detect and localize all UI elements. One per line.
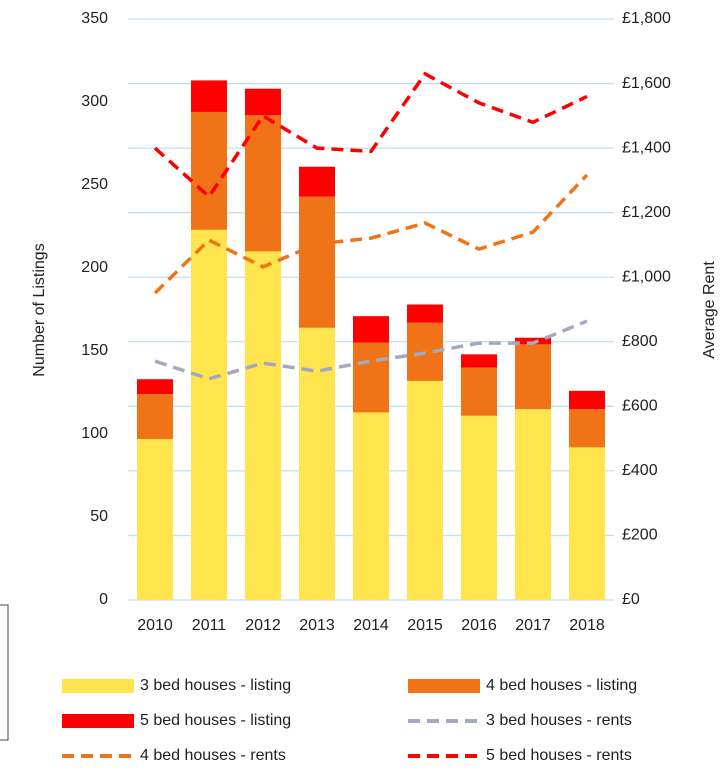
y-tick-label: 150 bbox=[81, 342, 108, 359]
y-tick-label: 300 bbox=[81, 93, 108, 110]
y2-tick-label: £1,200 bbox=[622, 204, 671, 221]
bar bbox=[569, 409, 605, 448]
y2-axis-title: Average Rent bbox=[701, 261, 718, 359]
bar bbox=[191, 229, 227, 600]
x-tick-label: 2016 bbox=[461, 617, 497, 634]
bar bbox=[299, 166, 335, 197]
legend-label: 4 bed houses - rents bbox=[140, 747, 286, 764]
bar bbox=[461, 354, 497, 368]
y-tick-label: 0 bbox=[99, 591, 108, 608]
legend-swatch bbox=[62, 679, 134, 693]
x-tick-label: 2015 bbox=[407, 617, 443, 634]
legend-label: 4 bed houses - listing bbox=[486, 677, 637, 694]
legend-label: 5 bed houses - listing bbox=[140, 712, 291, 729]
bar bbox=[245, 115, 281, 252]
bar bbox=[407, 380, 443, 600]
y2-tick-label: £600 bbox=[622, 398, 658, 415]
x-tick-label: 2010 bbox=[137, 617, 173, 634]
bar bbox=[245, 88, 281, 116]
y-tick-label: 250 bbox=[81, 176, 108, 193]
line bbox=[153, 71, 588, 200]
x-tick-label: 2011 bbox=[192, 617, 227, 634]
frame-edge bbox=[0, 604, 9, 741]
bar bbox=[137, 394, 173, 439]
bar bbox=[569, 447, 605, 600]
x-tick-label: 2018 bbox=[569, 617, 605, 634]
x-tick-label: 2012 bbox=[245, 617, 281, 634]
y-axis-title: Number of Listings bbox=[31, 243, 48, 376]
y2-tick-label: £200 bbox=[622, 527, 658, 544]
y2-tick-label: £800 bbox=[622, 333, 658, 350]
y-tick-label: 100 bbox=[81, 425, 108, 442]
bar bbox=[191, 80, 227, 112]
legend-label: 5 bed houses - rents bbox=[486, 747, 632, 764]
bar bbox=[299, 327, 335, 600]
bar bbox=[353, 316, 389, 343]
bar bbox=[461, 367, 497, 416]
line bbox=[153, 173, 589, 295]
x-tick-label: 2017 bbox=[515, 617, 551, 634]
bar bbox=[245, 251, 281, 600]
line bbox=[154, 319, 588, 381]
bar bbox=[515, 409, 551, 600]
y2-tick-label: £0 bbox=[622, 591, 640, 608]
y2-tick-label: £1,600 bbox=[622, 75, 671, 92]
y2-tick-label: £1,400 bbox=[622, 139, 671, 156]
y2-tick-label: £400 bbox=[622, 462, 658, 479]
legend-swatch bbox=[408, 679, 480, 693]
bar bbox=[515, 344, 551, 410]
legend-swatch bbox=[62, 714, 134, 728]
x-tick-label: 2013 bbox=[299, 617, 335, 634]
bar bbox=[191, 111, 227, 230]
x-tick-label: 2014 bbox=[353, 617, 389, 634]
y-tick-label: 50 bbox=[90, 508, 108, 525]
bar bbox=[461, 415, 497, 600]
bar bbox=[353, 342, 389, 413]
legend-label: 3 bed houses - listing bbox=[140, 677, 291, 694]
bar bbox=[137, 379, 173, 395]
y-tick-label: 200 bbox=[81, 259, 108, 276]
y-tick-label: 350 bbox=[81, 10, 108, 27]
bar bbox=[299, 196, 335, 328]
y2-tick-label: £1,800 bbox=[622, 10, 671, 27]
bar bbox=[353, 412, 389, 600]
bar bbox=[569, 390, 605, 410]
bar bbox=[137, 438, 173, 600]
bar bbox=[407, 304, 443, 323]
y2-tick-label: £1,000 bbox=[622, 268, 671, 285]
legend-label: 3 bed houses - rents bbox=[486, 712, 632, 729]
bar bbox=[515, 337, 551, 345]
